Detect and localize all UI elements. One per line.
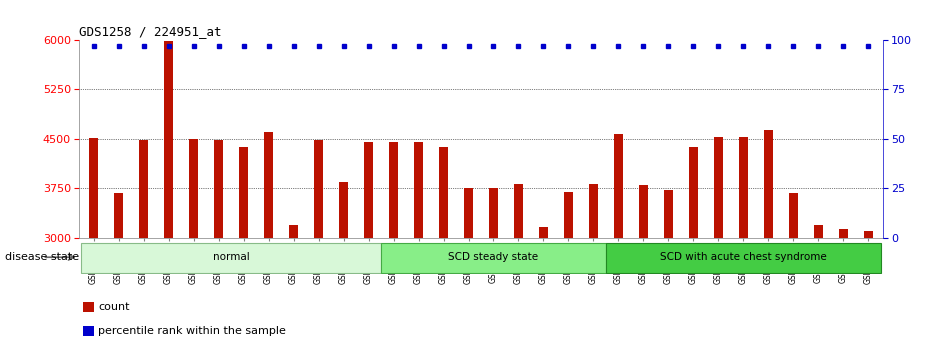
Bar xyxy=(381,243,606,273)
Bar xyxy=(165,41,173,238)
Bar xyxy=(489,188,498,238)
Bar xyxy=(464,188,473,238)
Bar xyxy=(339,182,348,238)
Bar xyxy=(81,243,381,273)
Bar xyxy=(539,227,548,238)
Bar xyxy=(364,142,373,238)
Text: percentile rank within the sample: percentile rank within the sample xyxy=(98,326,286,336)
Text: SCD steady state: SCD steady state xyxy=(449,252,538,262)
Text: disease state: disease state xyxy=(5,252,79,262)
Text: GDS1258 / 224951_at: GDS1258 / 224951_at xyxy=(79,26,221,39)
Bar xyxy=(89,138,98,238)
Bar xyxy=(614,134,623,238)
Bar xyxy=(265,132,273,238)
Bar xyxy=(789,193,797,238)
Bar xyxy=(739,137,747,238)
Bar xyxy=(764,130,772,238)
Bar xyxy=(814,225,822,238)
Bar xyxy=(564,192,573,238)
Bar xyxy=(864,231,873,238)
Bar xyxy=(389,142,398,238)
Bar xyxy=(290,225,298,238)
Bar xyxy=(140,139,148,238)
Bar xyxy=(115,193,123,238)
Text: count: count xyxy=(98,302,130,312)
Bar xyxy=(314,139,323,238)
Bar xyxy=(240,147,248,238)
Text: SCD with acute chest syndrome: SCD with acute chest syndrome xyxy=(660,252,827,262)
Bar xyxy=(839,229,847,238)
Bar xyxy=(190,139,198,238)
Bar xyxy=(514,184,523,238)
Bar xyxy=(689,147,697,238)
Bar xyxy=(589,184,598,238)
Text: normal: normal xyxy=(213,252,250,262)
Bar xyxy=(606,243,881,273)
Bar xyxy=(215,139,223,238)
Bar xyxy=(714,137,722,238)
Bar xyxy=(414,142,423,238)
Bar xyxy=(439,147,448,238)
Bar xyxy=(664,190,672,238)
Bar xyxy=(639,185,648,238)
